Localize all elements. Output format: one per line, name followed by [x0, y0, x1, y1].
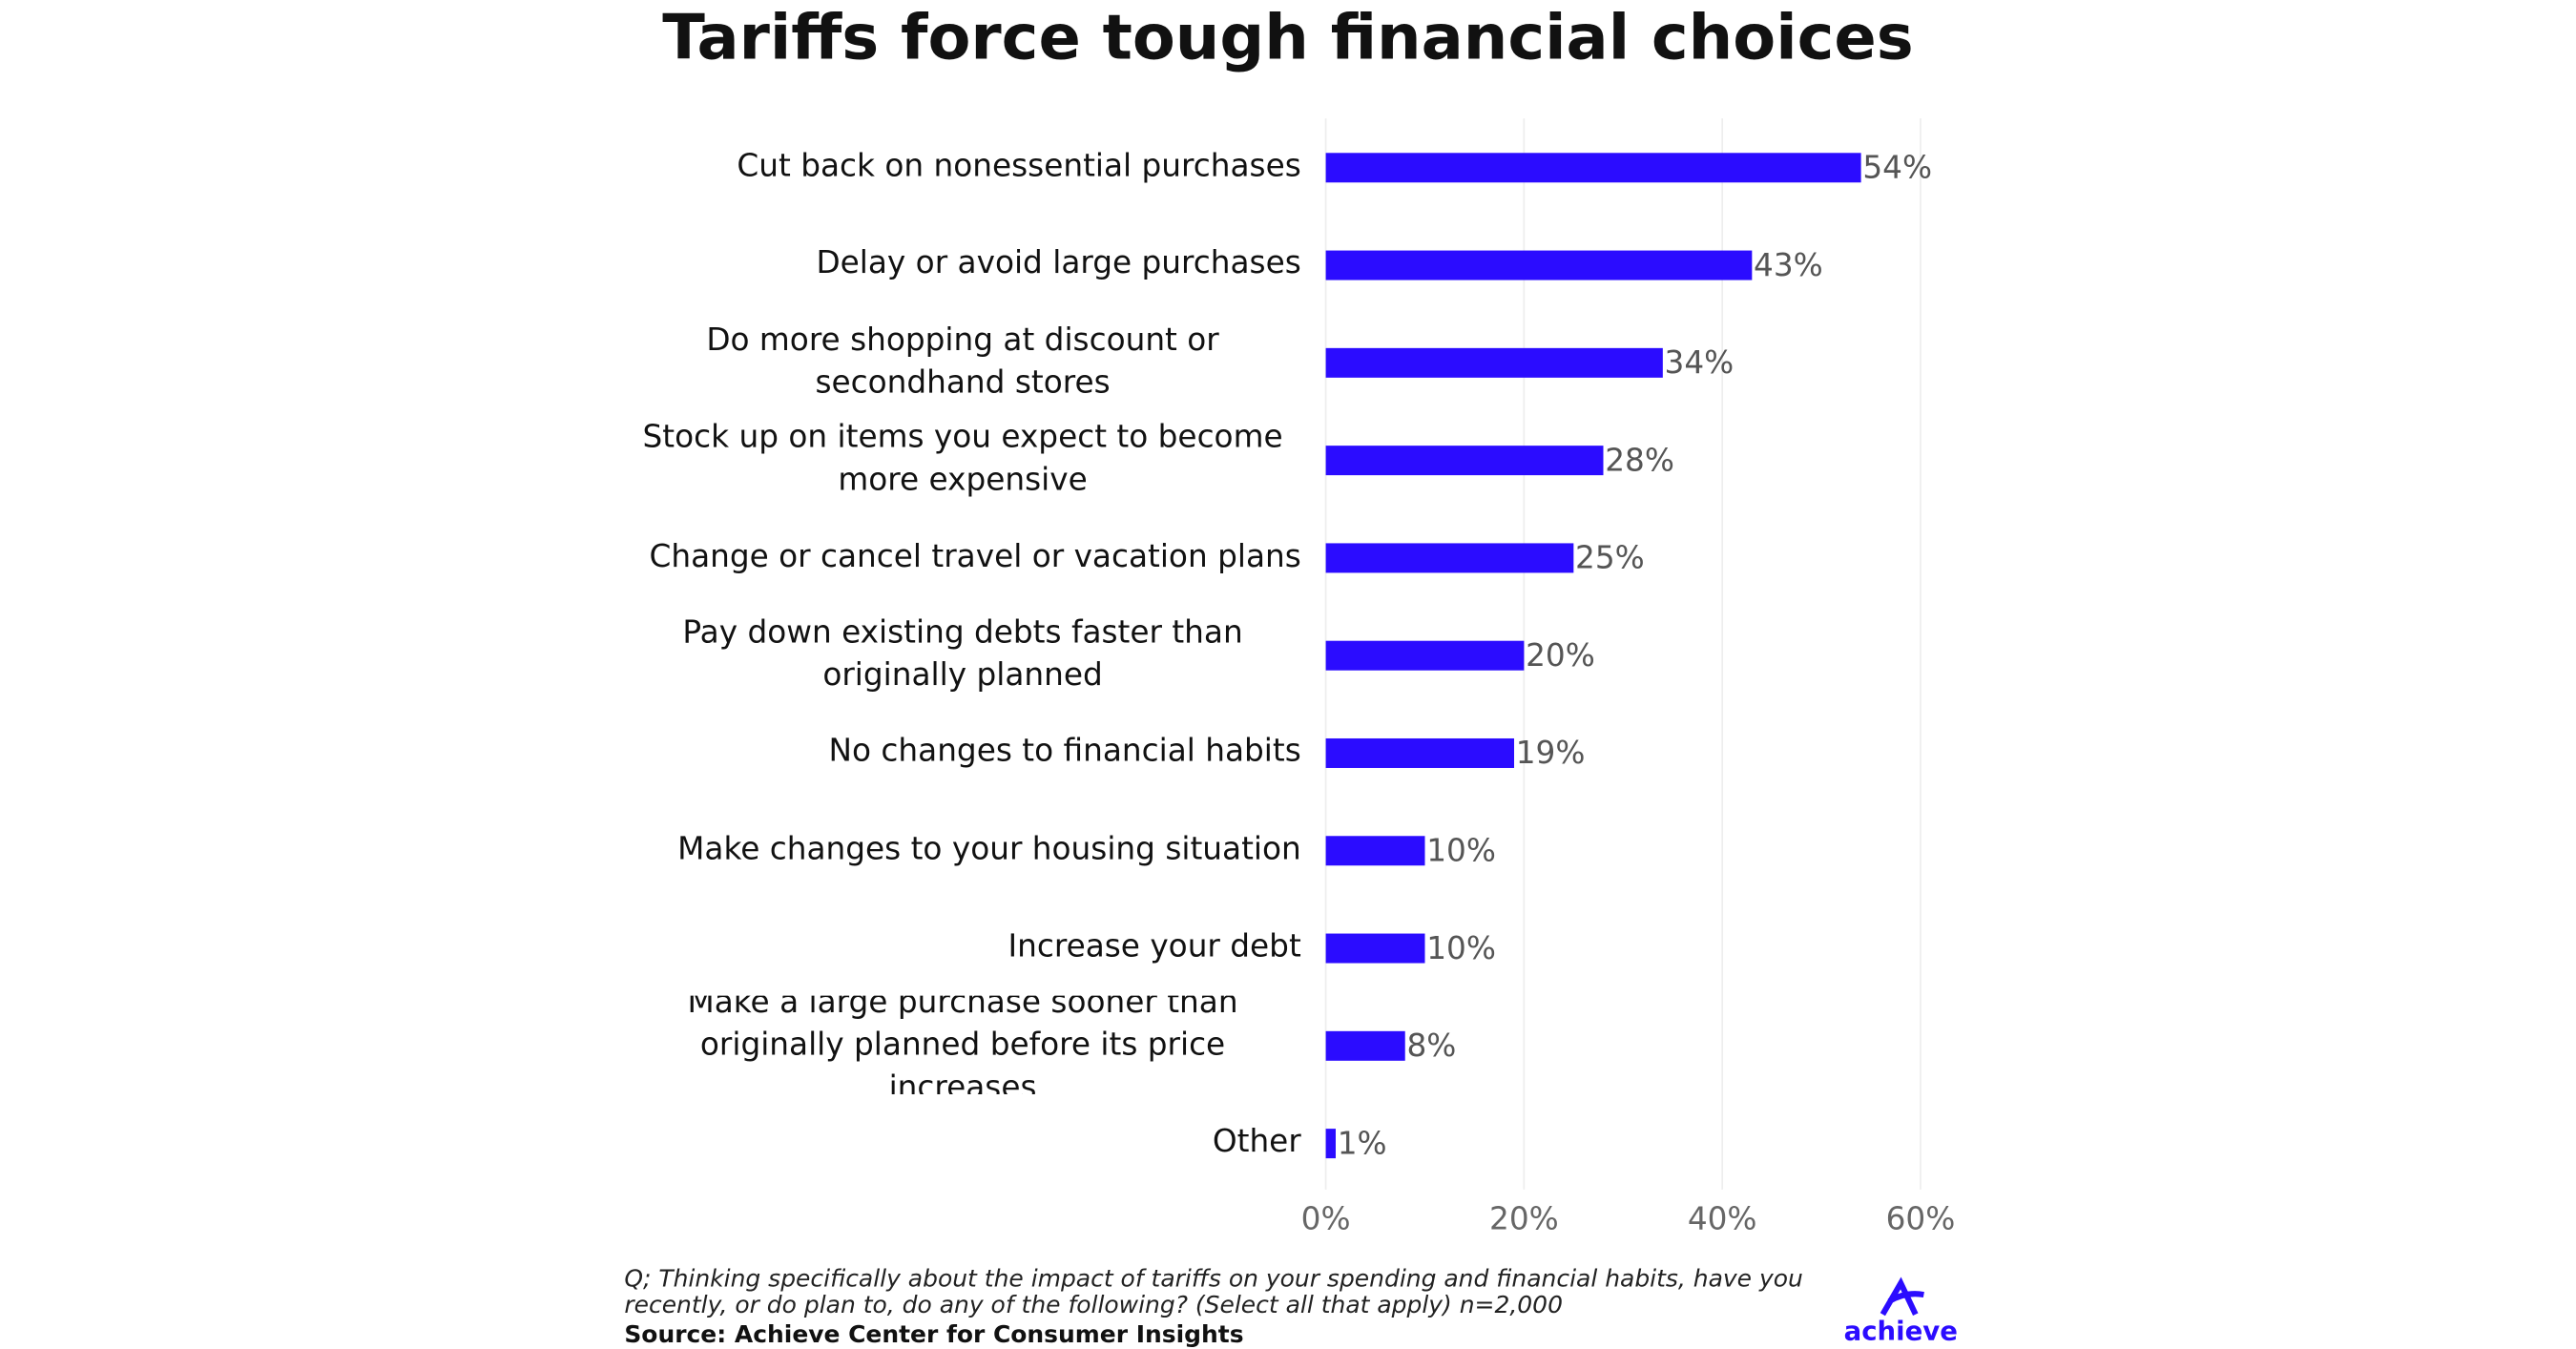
bar [1325, 737, 1514, 768]
category-label: Do more shopping at discount or secondha… [706, 322, 1219, 401]
category-label-wrap: Cut back on nonessential purchases [612, 116, 1301, 215]
value-label: 25% [1575, 540, 1645, 576]
logo-icon [1880, 1276, 1924, 1317]
category-label: Delay or avoid large purchases [816, 245, 1301, 282]
category-label: Cut back on nonessential purchases [737, 148, 1301, 185]
category-label-box: Pay down existing debts faster than orig… [612, 605, 1301, 703]
category-label-box: Other [612, 1092, 1301, 1191]
x-tick-label: 40% [1688, 1201, 1757, 1237]
x-tick-label: 0% [1301, 1201, 1351, 1237]
category-label: Change or cancel travel or vacation plan… [649, 538, 1301, 575]
category-label-box: Cut back on nonessential purchases [612, 116, 1301, 215]
value-label: 20% [1526, 637, 1595, 674]
value-label: 1% [1338, 1125, 1387, 1161]
category-label-wrap: Do more shopping at discount or secondha… [612, 312, 1301, 410]
category-label: No changes to financial habits [828, 733, 1301, 770]
category-label: Pay down existing debts faster than orig… [682, 614, 1243, 694]
value-label: 10% [1426, 832, 1496, 868]
value-label: 34% [1665, 344, 1735, 381]
note-box: Q; Thinking specifically about the impac… [624, 1266, 1803, 1319]
category-label-box: Make changes to your housing situation [612, 799, 1301, 898]
category-label-box: Make a large purchase sooner than origin… [612, 995, 1301, 1093]
chart-title: Tariffs force tough financial choices [662, 1, 1913, 73]
value-label: 8% [1406, 1027, 1456, 1064]
value-label: 43% [1754, 247, 1823, 283]
source: Source: Achieve Center for Consumer Insi… [624, 1320, 1243, 1348]
category-label-box: Increase your debt [612, 898, 1301, 996]
bar [1325, 153, 1861, 183]
bar [1325, 250, 1753, 280]
x-tick-label: 20% [1489, 1201, 1559, 1237]
category-label-wrap: Make a large purchase sooner than origin… [612, 995, 1301, 1093]
category-label-wrap: Delay or avoid large purchases [612, 215, 1301, 313]
bar [1325, 933, 1425, 964]
category-label-wrap: Other [612, 1092, 1301, 1191]
bar [1325, 836, 1425, 866]
category-label: Make changes to your housing situation [677, 831, 1301, 867]
category-label-wrap: Make changes to your housing situation [612, 799, 1301, 898]
category-label-box: No changes to financial habits [612, 702, 1301, 800]
category-label-wrap: No changes to financial habits [612, 702, 1301, 800]
bar [1325, 640, 1525, 671]
category-label: Increase your debt [1008, 928, 1301, 965]
category-label-box: Do more shopping at discount or secondha… [612, 312, 1301, 410]
value-label: 10% [1426, 930, 1496, 966]
value-label: 54% [1862, 150, 1932, 186]
category-label-box: Stock up on items you expect to become m… [612, 409, 1301, 508]
category-label-box: Change or cancel travel or vacation plan… [612, 508, 1301, 606]
bar [1325, 347, 1663, 378]
note: Q; Thinking specifically about the impac… [624, 1266, 1803, 1319]
x-tick-label: 60% [1886, 1201, 1956, 1237]
bar [1325, 1129, 1336, 1159]
category-label-wrap: Increase your debt [612, 898, 1301, 996]
category-label: Stock up on items you expect to become m… [642, 419, 1283, 499]
bar [1325, 446, 1604, 476]
value-label: 28% [1605, 442, 1674, 478]
category-label-wrap: Stock up on items you expect to become m… [612, 409, 1301, 508]
category-label-wrap: Pay down existing debts faster than orig… [612, 605, 1301, 703]
category-label-wrap: Change or cancel travel or vacation plan… [612, 508, 1301, 606]
category-label-box: Delay or avoid large purchases [612, 215, 1301, 313]
bar [1325, 1030, 1405, 1061]
category-label: Make a large purchase sooner than origin… [687, 994, 1238, 1094]
bar [1325, 543, 1574, 573]
category-label: Other [1212, 1123, 1301, 1160]
value-label: 19% [1516, 735, 1586, 771]
logo: achieve [1844, 1317, 1958, 1347]
